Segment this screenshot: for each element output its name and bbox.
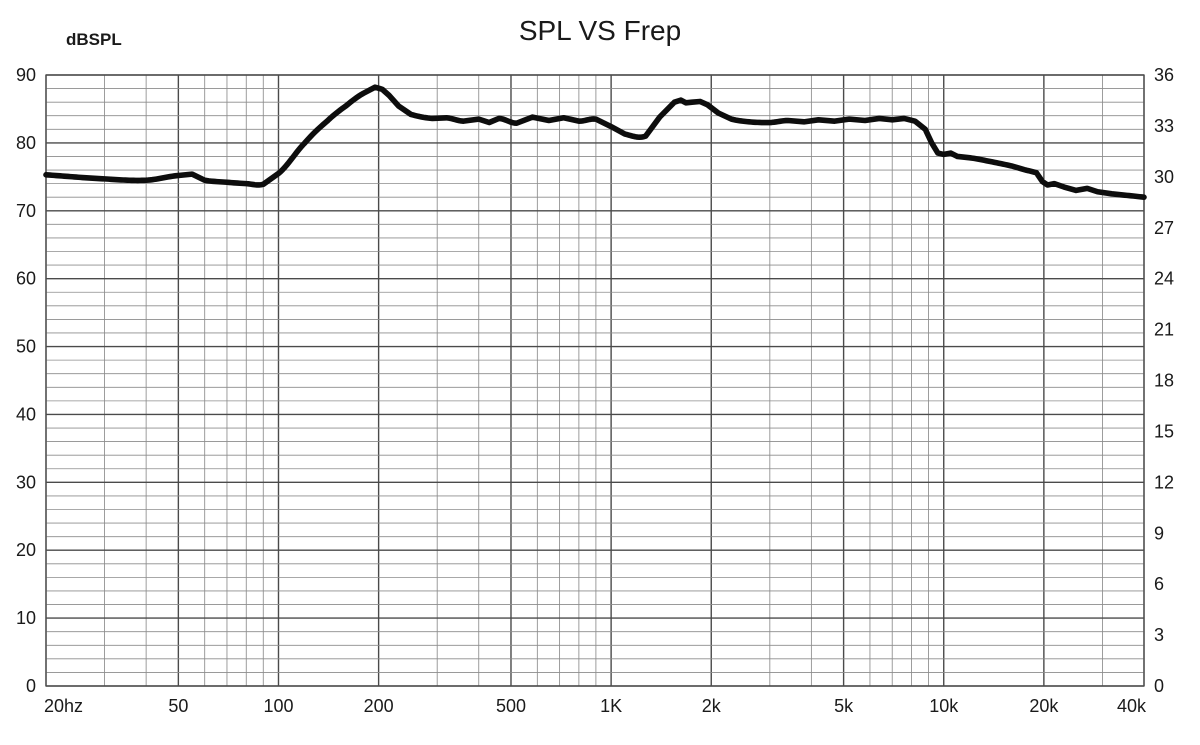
svg-text:1K: 1K <box>600 696 622 716</box>
svg-text:0: 0 <box>1154 676 1164 696</box>
svg-text:500: 500 <box>496 696 526 716</box>
svg-text:18: 18 <box>1154 371 1174 391</box>
svg-text:200: 200 <box>364 696 394 716</box>
svg-text:30: 30 <box>1154 167 1174 187</box>
svg-text:50: 50 <box>168 696 188 716</box>
svg-text:10: 10 <box>16 608 36 628</box>
svg-text:0: 0 <box>26 676 36 696</box>
svg-text:80: 80 <box>16 133 36 153</box>
svg-text:20k: 20k <box>1029 696 1059 716</box>
svg-text:50: 50 <box>16 337 36 357</box>
svg-text:27: 27 <box>1154 218 1174 238</box>
svg-text:10k: 10k <box>929 696 959 716</box>
svg-text:40: 40 <box>16 404 36 424</box>
svg-text:20: 20 <box>16 540 36 560</box>
svg-text:33: 33 <box>1154 116 1174 136</box>
svg-text:dBSPL: dBSPL <box>66 30 122 49</box>
svg-text:5k: 5k <box>834 696 854 716</box>
svg-text:20hz: 20hz <box>44 696 83 716</box>
svg-text:70: 70 <box>16 201 36 221</box>
svg-text:3: 3 <box>1154 625 1164 645</box>
svg-text:30: 30 <box>16 472 36 492</box>
svg-text:90: 90 <box>16 65 36 85</box>
svg-text:24: 24 <box>1154 269 1174 289</box>
svg-text:12: 12 <box>1154 472 1174 492</box>
svg-text:6: 6 <box>1154 574 1164 594</box>
svg-text:36: 36 <box>1154 65 1174 85</box>
svg-text:15: 15 <box>1154 421 1174 441</box>
svg-text:9: 9 <box>1154 523 1164 543</box>
svg-text:40k: 40k <box>1117 696 1147 716</box>
svg-text:60: 60 <box>16 269 36 289</box>
svg-text:SPL VS Frep: SPL VS Frep <box>519 15 681 46</box>
svg-text:2k: 2k <box>702 696 722 716</box>
svg-text:100: 100 <box>263 696 293 716</box>
svg-text:21: 21 <box>1154 320 1174 340</box>
